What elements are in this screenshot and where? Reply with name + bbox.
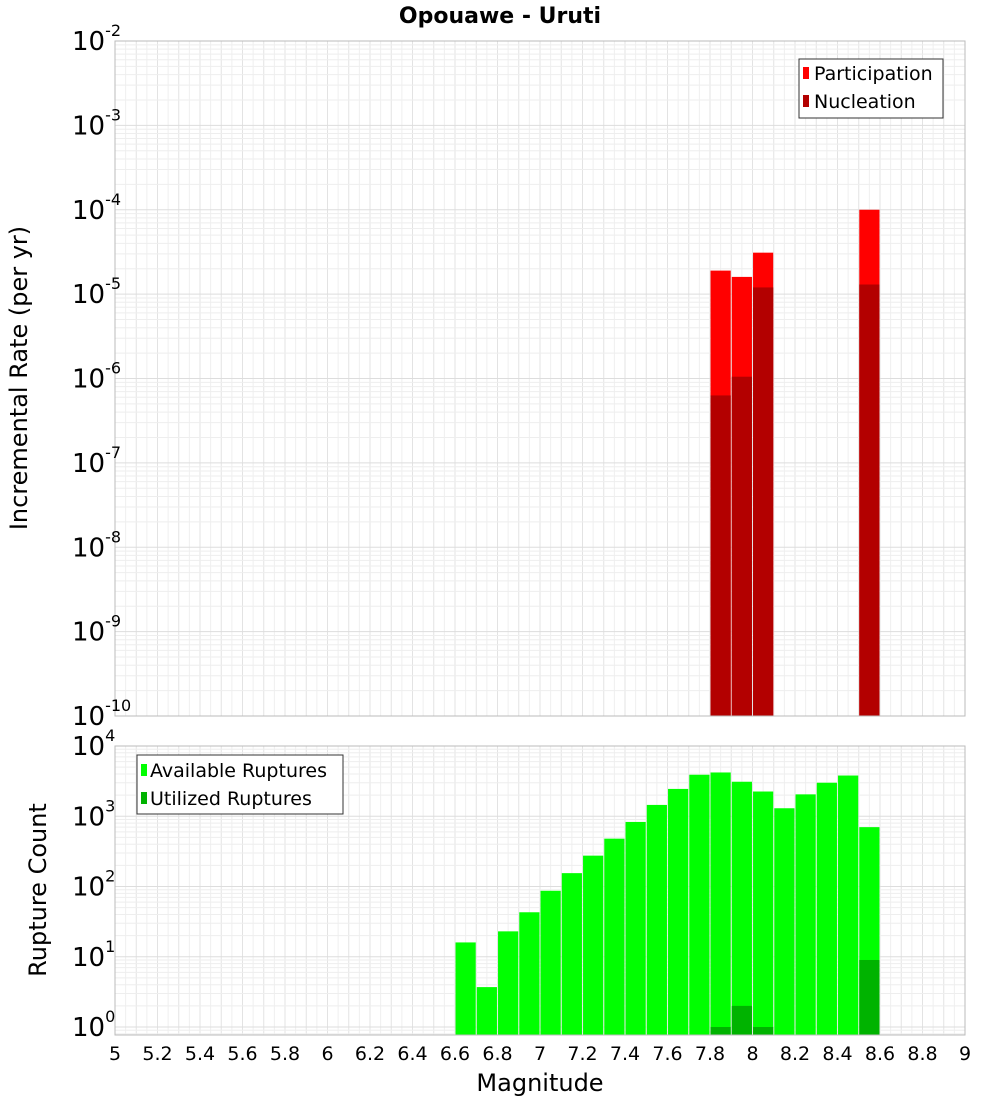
x-tick-label: 6.2	[355, 1043, 385, 1065]
count-y-tick-label: 100	[72, 1007, 115, 1043]
x-tick-label: 8.8	[907, 1043, 937, 1065]
x-tick-label: 7.6	[652, 1043, 682, 1065]
participation-legend-label: Participation	[814, 63, 933, 85]
rate-y-tick-labels: 10-2 10-3 10-4 10-5 10-6 10-7 10-8 10-9 10-10	[72, 21, 131, 732]
count-y-tick-label: 104	[72, 726, 115, 762]
available-ruptures-bar	[519, 912, 540, 1035]
x-tick-label: 6.6	[440, 1043, 470, 1065]
available-ruptures-bar	[625, 821, 646, 1035]
x-tick-label: 9	[959, 1043, 971, 1065]
rate-y-tick-label: 10-5	[72, 274, 121, 310]
available-ruptures-bar	[668, 788, 689, 1035]
x-tick-label: 7.2	[567, 1043, 597, 1065]
x-tick-label: 8.2	[780, 1043, 810, 1065]
rate-panel: 10-2 10-3 10-4 10-5 10-6 10-7 10-8 10-9 10-10 In…	[5, 21, 966, 732]
available-ruptures-bar	[753, 791, 774, 1035]
available-ruptures-bar	[710, 772, 731, 1035]
chart-title: Opouawe - Uruti	[399, 4, 601, 29]
nucleation-bar	[710, 395, 731, 716]
nucleation-bar	[731, 376, 752, 716]
nucleation-bar	[753, 287, 774, 716]
rate-y-tick-label: 10-7	[72, 443, 121, 479]
x-tick-label: 5.8	[270, 1043, 300, 1065]
rate-plot-frame	[114, 40, 966, 717]
nucleation-legend-label: Nucleation	[814, 91, 916, 113]
participation-legend-swatch	[803, 67, 809, 79]
x-tick-label: 6	[321, 1043, 333, 1065]
rate-legend-box	[798, 58, 944, 119]
x-tick-label: 7.4	[610, 1043, 640, 1065]
count-y-tick-label: 103	[72, 796, 115, 832]
available-ruptures-bar	[838, 775, 859, 1035]
available-legend-swatch	[141, 764, 147, 776]
available-ruptures-bar	[540, 890, 561, 1035]
available-ruptures-bar	[604, 838, 625, 1035]
count-y-tick-labels: 104 103 102 101 100	[72, 726, 115, 1043]
available-ruptures-bar	[795, 794, 816, 1035]
utilized-legend-swatch	[141, 792, 147, 804]
available-ruptures-bar	[476, 987, 497, 1035]
available-ruptures-bar	[498, 931, 519, 1035]
x-tick-label: 7	[534, 1043, 546, 1065]
x-tick-label: 7.8	[695, 1043, 725, 1065]
available-ruptures-bar	[816, 782, 837, 1035]
rate-y-tick-label: 10-4	[72, 190, 121, 226]
rate-y-axis-label: Incremental Rate (per yr)	[5, 226, 33, 530]
rate-y-tick-label: 10-10	[72, 696, 131, 732]
rate-grid	[114, 41, 966, 717]
count-plot-frame	[114, 745, 966, 1036]
count-panel: 104 103 102 101 100 Rupture Count Available …	[24, 726, 966, 1043]
x-tick-label: 8.4	[822, 1043, 852, 1065]
x-tick-label: 8	[746, 1043, 758, 1065]
utilized-legend-label: Utilized Ruptures	[150, 788, 312, 810]
nucleation-legend-swatch	[803, 95, 809, 107]
x-tick-label: 5.4	[185, 1043, 215, 1065]
available-ruptures-bar	[455, 942, 476, 1035]
utilized-ruptures-bar	[753, 1027, 774, 1035]
x-tick-label: 5	[109, 1043, 121, 1065]
utilized-ruptures-bar	[731, 1005, 752, 1035]
available-ruptures-bar	[731, 781, 752, 1035]
count-y-tick-label: 102	[72, 867, 115, 903]
nucleation-bar	[859, 284, 880, 716]
x-tick-labels: 5 5.2 5.4 5.6 5.8 6 6.2 6.4 6.6 6.8 7 7.2 7.4 7.6 7.8 8…	[109, 1043, 971, 1065]
x-tick-label: 8.6	[865, 1043, 895, 1065]
count-bars	[455, 772, 880, 1035]
x-tick-label: 5.6	[227, 1043, 257, 1065]
available-ruptures-bar	[583, 855, 604, 1035]
available-ruptures-bar	[689, 774, 710, 1035]
count-y-tick-label: 101	[72, 937, 115, 973]
x-tick-label: 5.2	[142, 1043, 172, 1065]
rate-y-tick-label: 10-9	[72, 612, 121, 648]
rate-y-tick-label: 10-6	[72, 359, 121, 395]
available-ruptures-bar	[646, 804, 667, 1035]
rate-y-tick-label: 10-2	[72, 21, 121, 57]
rate-legend: Participation Nucleation	[798, 58, 944, 119]
utilized-ruptures-bar	[859, 959, 880, 1035]
rate-y-tick-label: 10-8	[72, 527, 121, 563]
rate-bars	[710, 209, 880, 716]
available-ruptures-bar	[774, 808, 795, 1035]
x-tick-label: 6.4	[397, 1043, 427, 1065]
x-tick-label: 6.8	[482, 1043, 512, 1065]
count-y-axis-label: Rupture Count	[24, 803, 52, 977]
utilized-ruptures-bar	[710, 1027, 731, 1035]
x-axis-label: Magnitude	[476, 1069, 603, 1097]
count-legend: Available Ruptures Utilized Ruptures	[136, 754, 344, 815]
available-ruptures-bar	[561, 873, 582, 1035]
count-legend-box	[136, 754, 344, 815]
available-legend-label: Available Ruptures	[150, 760, 327, 782]
rate-y-tick-label: 10-3	[72, 105, 121, 141]
